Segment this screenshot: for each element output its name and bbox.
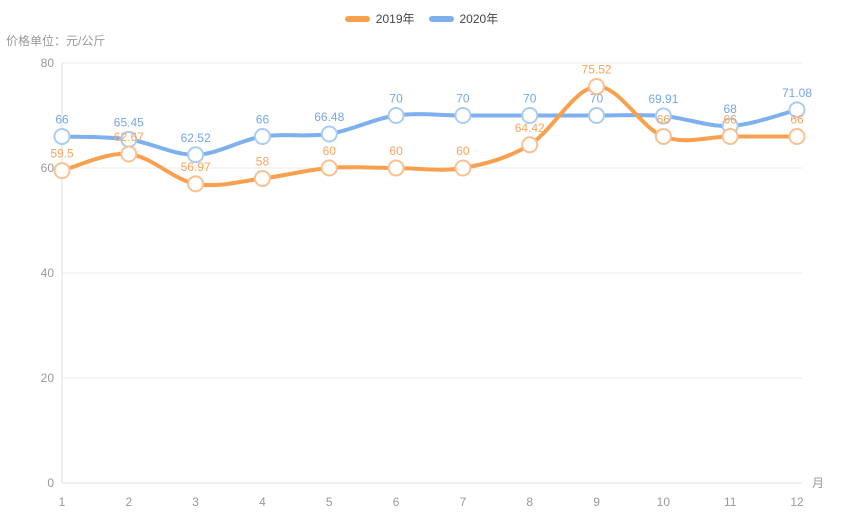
x-tick-label-3: 3 [192,495,199,509]
y-tick-label-60: 60 [41,161,55,175]
data-point-2019年-m1[interactable] [53,162,71,180]
x-tick-label-12: 12 [790,495,804,509]
data-point-2019年-m10[interactable] [654,128,672,145]
data-point-label-2019年-m12: 66 [790,113,804,127]
data-point-2019年-m11[interactable] [721,128,739,145]
y-tick-label-20: 20 [41,371,55,385]
data-point-2020年-m7[interactable] [454,107,472,124]
data-point-label-2020年-m3: 62.52 [181,131,211,145]
x-tick-label-11: 11 [724,495,737,509]
data-point-label-2020年-m11: 68 [724,102,738,116]
data-point-label-2020年-m6: 70 [389,92,403,106]
data-point-label-2020年-m7: 70 [456,92,470,106]
data-point-label-2020年-m5: 66.48 [314,110,344,124]
data-point-label-2019年-m6: 60 [389,144,403,158]
data-point-label-2019年-m7: 60 [456,144,470,158]
legend-label: 2019年 [375,12,415,26]
data-point-2019年-m8[interactable] [521,136,539,154]
data-point-label-2020年-m1: 66 [55,113,69,127]
data-point-label-2019年-m5: 60 [323,144,337,158]
data-point-2020年-m5[interactable] [320,125,338,143]
x-tick-label-2: 2 [125,495,132,509]
x-axis-name: 月 [812,476,824,490]
legend-swatch-icon [344,16,370,22]
data-point-2020年-m12[interactable] [788,101,806,119]
data-point-2019年-m7[interactable] [454,159,472,177]
data-point-label-2019年-m11: 66 [724,113,738,127]
x-tick-label-6: 6 [393,495,400,509]
data-point-label-2020年-m12: 71.08 [782,86,812,100]
y-tick-label-80: 80 [41,56,55,70]
series-line-2019年 [60,84,799,188]
legend-label: 2020年 [459,12,499,26]
y-axis-unit-label: 价格单位：元/公斤 [6,34,106,48]
data-point-label-2019年-m4: 58 [256,155,270,169]
data-point-2020年-m9[interactable] [588,107,606,124]
data-point-2020年-m3[interactable] [187,146,205,164]
data-point-2019年-m4[interactable] [253,170,271,187]
data-point-2019年-m3[interactable] [187,175,205,193]
chart-legend: 2019年 2020年 [0,13,843,25]
data-point-2019年-m6[interactable] [387,159,405,177]
data-point-label-2019年-m9: 75.52 [582,63,612,77]
data-point-label-2020年-m4: 66 [256,113,270,127]
data-point-label-2019年-m10: 66 [657,113,671,127]
y-tick-label-40: 40 [41,266,55,280]
series-line-2020年 [60,107,799,157]
data-point-label-2020年-m8: 70 [523,92,537,106]
x-tick-label-4: 4 [259,495,266,509]
x-tick-label-5: 5 [326,495,333,509]
x-tick-label-9: 9 [593,495,600,509]
data-point-label-2020年-m2: 65.45 [114,115,144,129]
data-point-2020年-m8[interactable] [521,107,539,124]
data-point-2019年-m12[interactable] [788,128,806,145]
data-point-label-2019年-m1: 59.5 [50,147,74,161]
data-point-2019年-m5[interactable] [320,159,338,177]
x-tick-label-7: 7 [460,495,467,509]
y-tick-label-0: 0 [47,476,54,490]
data-point-label-2019年-m2: 62.67 [114,130,144,144]
data-point-2019年-m2[interactable] [120,145,138,163]
data-point-2020年-m6[interactable] [387,107,405,124]
legend-swatch-icon [428,16,454,22]
x-tick-label-1: 1 [59,495,66,509]
x-tick-label-8: 8 [526,495,533,509]
data-point-label-2019年-m3: 56.97 [181,160,211,174]
data-point-2020年-m10[interactable] [654,107,672,125]
data-point-2019年-m9[interactable] [588,78,606,96]
data-point-label-2020年-m9: 70 [590,92,604,106]
data-point-2020年-m4[interactable] [253,128,271,145]
x-tick-label-10: 10 [657,495,671,509]
legend-item-2019年[interactable]: 2019年 [344,12,415,26]
data-point-2020年-m1[interactable] [53,128,71,145]
data-point-label-2019年-m8: 64.42 [515,121,545,135]
data-point-label-2020年-m10: 69.91 [648,92,678,106]
legend-item-2020年[interactable]: 2020年 [428,12,499,26]
